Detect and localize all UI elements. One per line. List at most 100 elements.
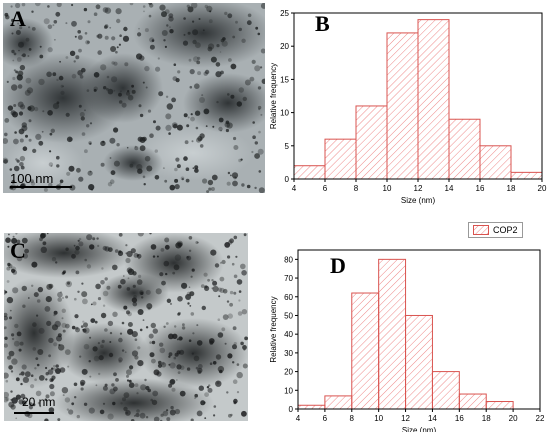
particle bbox=[150, 398, 153, 402]
particle bbox=[13, 52, 17, 56]
particle bbox=[118, 250, 122, 254]
particle bbox=[176, 164, 181, 169]
particle bbox=[202, 178, 208, 184]
particle bbox=[145, 326, 149, 329]
y-tick-label: 50 bbox=[284, 311, 293, 320]
particle bbox=[160, 413, 164, 417]
particle bbox=[136, 164, 143, 171]
particle bbox=[36, 314, 39, 317]
tem-image-a bbox=[3, 3, 265, 193]
particle bbox=[151, 358, 156, 364]
particle bbox=[36, 363, 40, 367]
particle bbox=[102, 140, 105, 143]
tem-texture-a bbox=[3, 3, 265, 193]
y-tick-label: 20 bbox=[280, 42, 289, 51]
particle bbox=[163, 39, 166, 42]
particle bbox=[11, 337, 15, 341]
scale-bar-c bbox=[14, 412, 54, 414]
particle bbox=[78, 48, 82, 53]
particle bbox=[52, 103, 60, 110]
particle bbox=[16, 255, 23, 262]
particle bbox=[13, 138, 19, 145]
particle bbox=[187, 6, 194, 13]
particle bbox=[173, 356, 177, 360]
particle bbox=[228, 58, 232, 62]
particle bbox=[51, 324, 59, 331]
particle bbox=[19, 373, 21, 376]
particle bbox=[85, 40, 90, 45]
particle bbox=[121, 321, 125, 325]
particle bbox=[90, 303, 93, 306]
particle bbox=[212, 125, 215, 128]
particle bbox=[4, 326, 7, 330]
scale-bar-a bbox=[10, 186, 72, 188]
particle bbox=[209, 338, 215, 344]
particle bbox=[175, 157, 180, 162]
particle bbox=[106, 87, 109, 91]
particle bbox=[108, 352, 114, 358]
particle bbox=[115, 378, 119, 382]
legend-label: COP2 bbox=[493, 225, 518, 235]
particle bbox=[5, 379, 9, 383]
particle bbox=[181, 282, 188, 289]
particle bbox=[118, 100, 123, 104]
particle bbox=[11, 32, 14, 35]
particle bbox=[216, 100, 219, 104]
particle bbox=[174, 408, 181, 415]
particle bbox=[226, 391, 229, 394]
particle bbox=[94, 320, 98, 324]
particle bbox=[258, 170, 262, 173]
particle bbox=[195, 366, 199, 370]
y-tick-label: 30 bbox=[284, 349, 293, 358]
particle bbox=[260, 113, 263, 116]
particle bbox=[168, 383, 173, 388]
particle bbox=[196, 410, 203, 417]
particle bbox=[200, 284, 205, 288]
particle bbox=[119, 34, 122, 37]
particle bbox=[258, 108, 261, 111]
particle bbox=[218, 117, 224, 123]
particle bbox=[212, 285, 219, 293]
particle bbox=[28, 405, 33, 410]
particle bbox=[13, 104, 17, 107]
particle bbox=[211, 174, 218, 181]
particle bbox=[169, 302, 173, 305]
particle bbox=[193, 355, 200, 362]
particle bbox=[196, 137, 201, 143]
particle bbox=[147, 109, 152, 113]
particle bbox=[102, 304, 106, 307]
particle bbox=[169, 29, 174, 34]
particle bbox=[211, 279, 214, 282]
x-tick-label: 4 bbox=[296, 414, 301, 423]
particle bbox=[51, 257, 57, 262]
x-tick-label: 6 bbox=[323, 414, 328, 423]
particle bbox=[44, 306, 51, 312]
particle bbox=[195, 42, 201, 49]
particle bbox=[28, 105, 35, 112]
particle bbox=[156, 255, 159, 258]
particle bbox=[196, 340, 203, 346]
particle bbox=[164, 244, 170, 250]
x-axis-label: Size (nm) bbox=[402, 426, 437, 432]
particle bbox=[125, 91, 131, 96]
particle bbox=[19, 155, 26, 162]
particle bbox=[10, 404, 16, 410]
particle bbox=[155, 125, 161, 131]
particle bbox=[67, 281, 70, 285]
particle bbox=[128, 379, 132, 383]
particle bbox=[188, 236, 193, 240]
particle bbox=[191, 140, 194, 143]
particle bbox=[242, 96, 247, 102]
particle bbox=[55, 368, 61, 374]
particle bbox=[88, 360, 91, 363]
particle bbox=[79, 355, 82, 358]
particle bbox=[208, 384, 211, 387]
particle bbox=[227, 255, 231, 259]
particle bbox=[6, 80, 9, 83]
particle bbox=[241, 183, 245, 187]
particle bbox=[230, 174, 232, 177]
particle bbox=[204, 392, 210, 397]
particle bbox=[233, 136, 237, 141]
particle bbox=[149, 352, 155, 358]
particle bbox=[149, 37, 155, 43]
